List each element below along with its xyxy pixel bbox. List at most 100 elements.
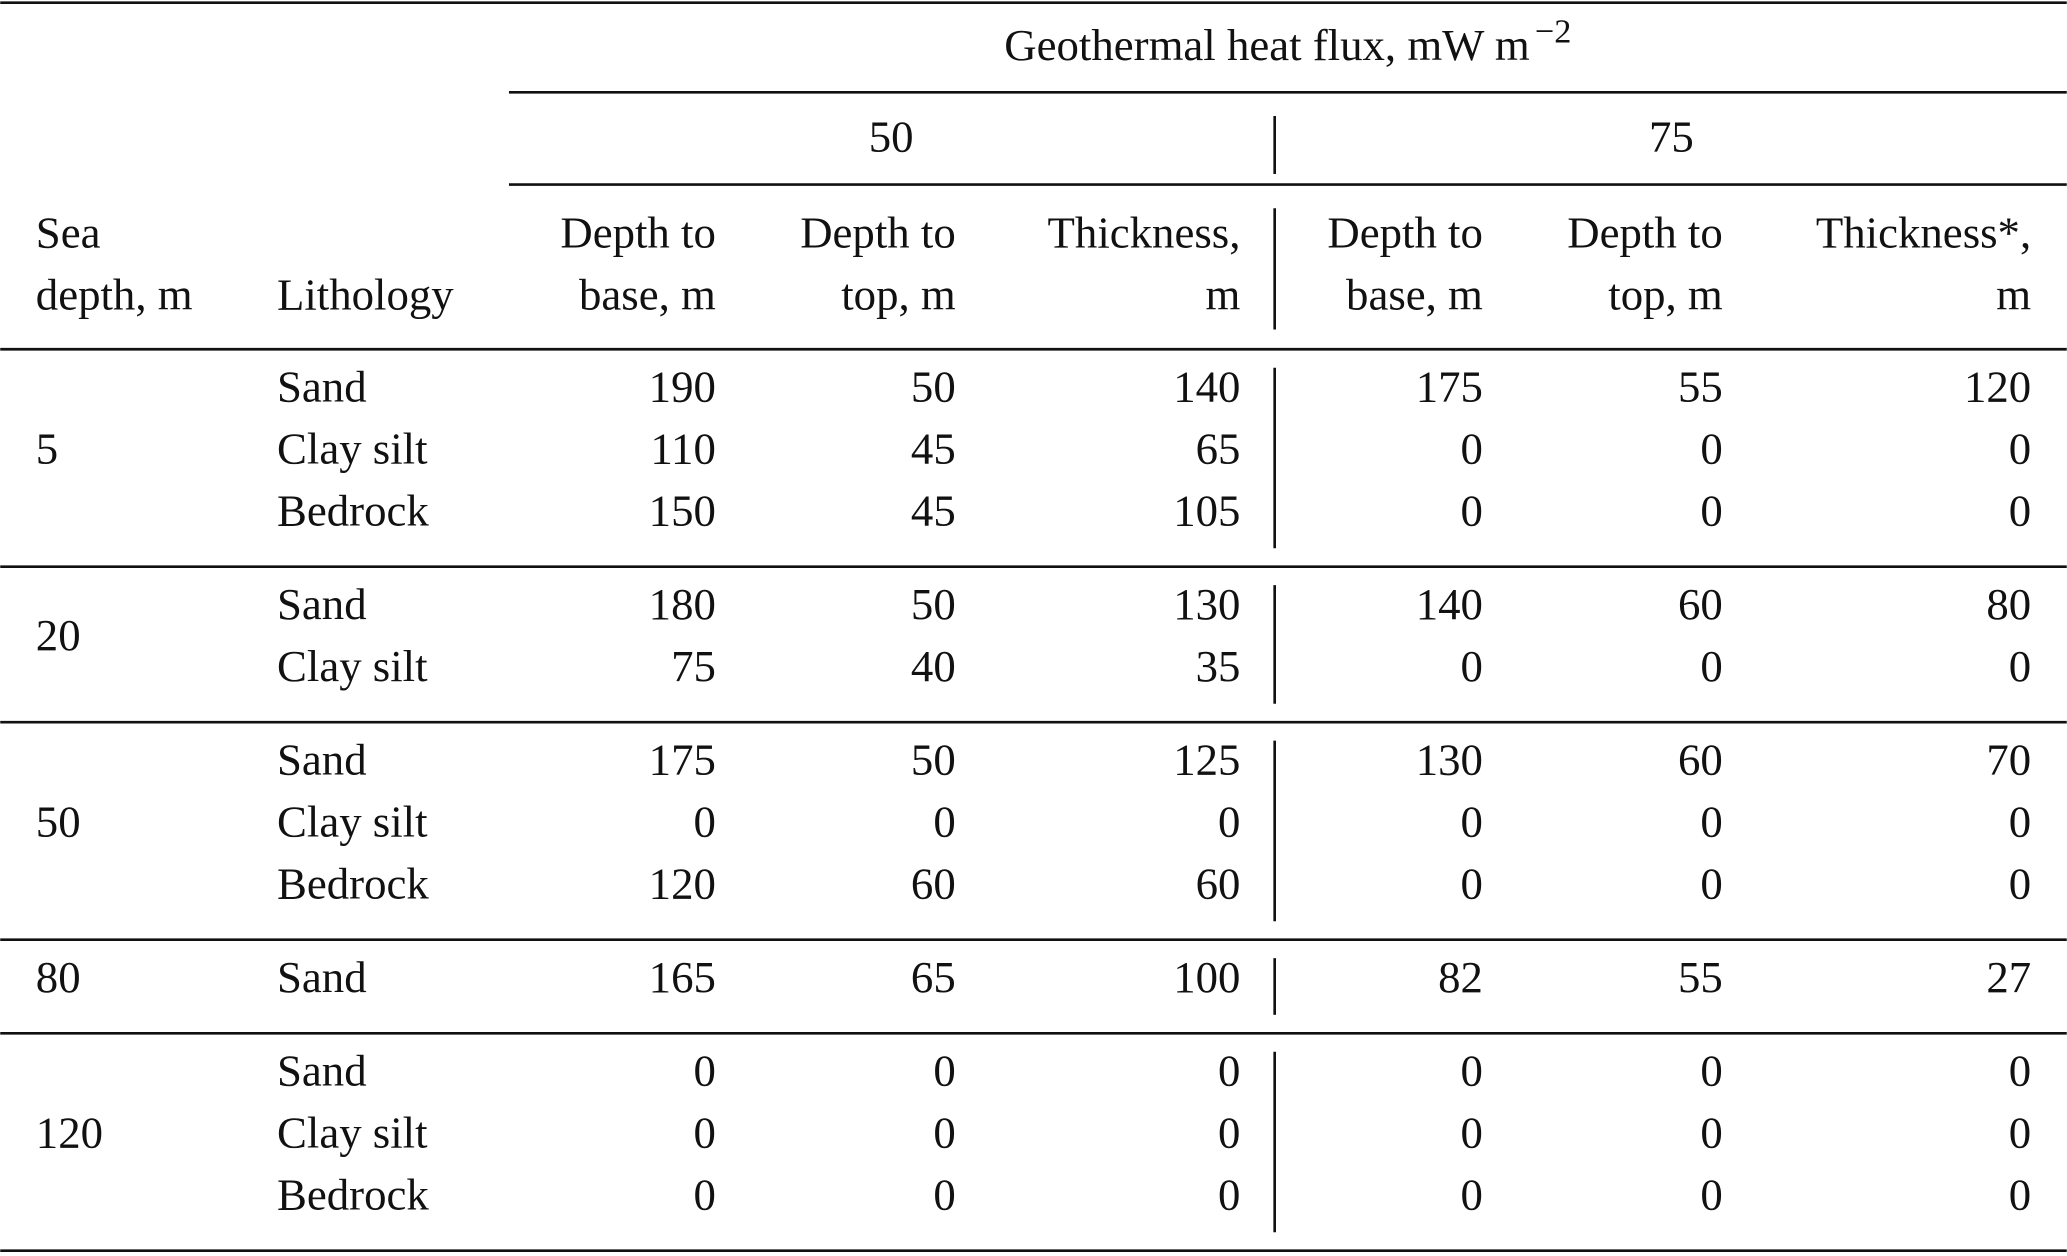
cell-value: 130 <box>1416 735 1483 785</box>
cell-value: 50 <box>911 362 956 412</box>
cell-value: 60 <box>1196 859 1241 909</box>
cell-value: 75 <box>671 641 716 691</box>
sea-depth: 80 <box>36 952 81 1002</box>
column-header: base, m <box>579 269 716 319</box>
cell-value: 55 <box>1678 362 1723 412</box>
cell-value: 45 <box>911 424 956 474</box>
cell-value: 0 <box>1700 424 1722 474</box>
cell-value: 0 <box>1218 1170 1240 1220</box>
cell-value: 150 <box>649 486 716 536</box>
column-header: top, m <box>841 269 956 319</box>
cell-value: 60 <box>1678 579 1723 629</box>
cell-value: 0 <box>933 1046 955 1096</box>
cell-value: 0 <box>1461 859 1483 909</box>
table-title: Geothermal heat flux, mW m −2 <box>1004 12 1571 70</box>
cell-value: 0 <box>2009 797 2031 847</box>
sea-depth: 50 <box>36 797 81 847</box>
column-header: Sea <box>36 208 101 258</box>
column-header: Thickness*, <box>1816 208 2031 258</box>
lithology: Sand <box>277 1046 367 1096</box>
cell-value: 0 <box>1700 486 1722 536</box>
lithology: Bedrock <box>277 859 429 909</box>
cell-value: 0 <box>1218 1108 1240 1158</box>
cell-value: 180 <box>649 579 716 629</box>
cell-value: 120 <box>649 859 716 909</box>
column-header: Thickness, <box>1048 208 1241 258</box>
lithology: Clay silt <box>277 1108 428 1158</box>
cell-value: 50 <box>911 735 956 785</box>
cell-value: 0 <box>2009 424 2031 474</box>
lithology: Sand <box>277 952 367 1002</box>
cell-value: 120 <box>1964 362 2031 412</box>
cell-value: 0 <box>1700 641 1722 691</box>
cell-value: 125 <box>1173 735 1240 785</box>
cell-value: 100 <box>1173 952 1240 1002</box>
cell-value: 82 <box>1438 952 1483 1002</box>
cell-value: 0 <box>1461 641 1483 691</box>
flux-group-header: 75 <box>1649 111 1694 161</box>
column-header: m <box>1206 269 1241 319</box>
cell-value: 0 <box>933 1170 955 1220</box>
lithology: Clay silt <box>277 797 428 847</box>
title-exponent: −2 <box>1535 12 1571 50</box>
cell-value: 70 <box>1986 735 2031 785</box>
cell-value: 60 <box>1678 735 1723 785</box>
cell-value: 0 <box>2009 859 2031 909</box>
cell-value: 60 <box>911 859 956 909</box>
cell-value: 0 <box>1461 1046 1483 1096</box>
cell-value: 175 <box>649 735 716 785</box>
lithology: Sand <box>277 579 367 629</box>
cell-value: 55 <box>1678 952 1723 1002</box>
cell-value: 175 <box>1416 362 1483 412</box>
column-header: top, m <box>1608 269 1723 319</box>
cell-value: 0 <box>1218 1046 1240 1096</box>
cell-value: 190 <box>649 362 716 412</box>
cell-value: 140 <box>1416 579 1483 629</box>
lithology: Bedrock <box>277 1170 429 1220</box>
lithology: Sand <box>277 362 367 412</box>
cell-value: 0 <box>2009 486 2031 536</box>
cell-value: 0 <box>933 1108 955 1158</box>
cell-value: 65 <box>1196 424 1241 474</box>
cell-value: 0 <box>1700 1046 1722 1096</box>
cell-value: 140 <box>1173 362 1240 412</box>
sea-depth: 20 <box>36 610 81 660</box>
cell-value: 65 <box>911 952 956 1002</box>
lithology: Bedrock <box>277 486 429 536</box>
cell-value: 40 <box>911 641 956 691</box>
cell-value: 0 <box>693 1108 715 1158</box>
cell-value: 0 <box>1461 424 1483 474</box>
lithology: Clay silt <box>277 424 428 474</box>
cell-value: 110 <box>650 424 716 474</box>
title-text: Geothermal heat flux, mW m <box>1004 20 1530 70</box>
cell-value: 50 <box>911 579 956 629</box>
column-header: base, m <box>1346 269 1483 319</box>
column-header: Depth to <box>560 208 716 258</box>
cell-value: 0 <box>1700 1108 1722 1158</box>
cell-value: 0 <box>2009 1170 2031 1220</box>
cell-value: 0 <box>2009 1046 2031 1096</box>
cell-value: 0 <box>1461 1170 1483 1220</box>
cell-value: 0 <box>1700 797 1722 847</box>
cell-value: 0 <box>1700 1170 1722 1220</box>
lithology: Sand <box>277 735 367 785</box>
lithology: Clay silt <box>277 641 428 691</box>
cell-value: 0 <box>1700 859 1722 909</box>
cell-value: 0 <box>693 797 715 847</box>
cell-value: 105 <box>1173 486 1240 536</box>
cell-value: 130 <box>1173 579 1240 629</box>
cell-value: 35 <box>1196 641 1241 691</box>
cell-value: 0 <box>2009 1108 2031 1158</box>
column-header: Depth to <box>1327 208 1483 258</box>
sea-depth: 5 <box>36 424 58 474</box>
cell-value: 45 <box>911 486 956 536</box>
cell-value: 0 <box>1218 797 1240 847</box>
column-header: depth, m <box>36 269 193 319</box>
cell-value: 0 <box>1461 486 1483 536</box>
column-header: Depth to <box>1567 208 1723 258</box>
column-header: Lithology <box>277 269 454 319</box>
cell-value: 165 <box>649 952 716 1002</box>
cell-value: 0 <box>933 797 955 847</box>
sea-depth: 120 <box>36 1108 103 1158</box>
